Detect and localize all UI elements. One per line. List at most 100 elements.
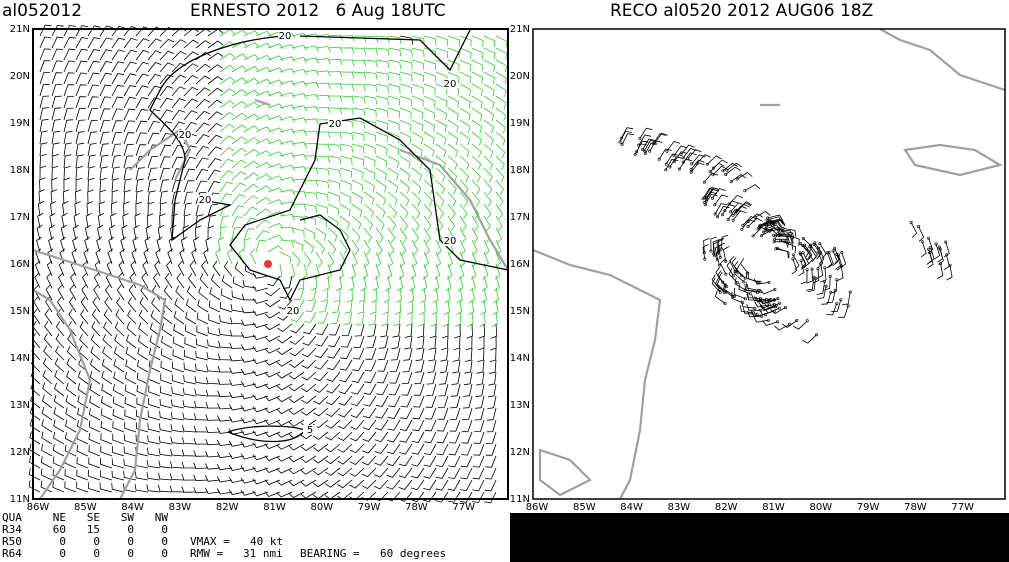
obs-point [801,251,805,255]
wind-barb [179,248,185,265]
wind-barb [195,145,210,157]
wind-barb [63,96,74,109]
obs-point [731,213,735,217]
obs-point [724,272,728,276]
wind-barb [315,335,329,347]
lon-label: 81W [762,502,785,513]
obs-point [735,177,739,181]
wind-barb [327,203,340,216]
table-cell: 0 [161,535,168,548]
wind-barb [375,95,389,106]
wind-barb [126,322,137,337]
wind-barb [160,348,173,361]
wind-barb [399,227,408,244]
obs-point [664,162,668,166]
wind-barb [207,123,223,133]
wind-barb [159,213,166,229]
wind-barb [241,293,257,301]
wind-barb [279,140,296,147]
table-cell: 0 [59,535,66,548]
wind-barb [111,143,122,157]
wind-barb [232,276,245,289]
wind-barb [243,160,260,169]
wind-barb [642,138,655,150]
wind-barb [414,371,425,385]
wind-barb [337,467,353,477]
wind-barb [276,455,293,462]
wind-barb [389,359,401,372]
wind-barb [147,167,158,181]
wind-barb [184,337,197,349]
lat-label: 12N [10,447,30,458]
wind-barb [147,50,162,61]
wind-barb [125,346,137,361]
wind-barb [355,311,365,326]
wind-barb [459,71,472,84]
wind-barb [411,251,418,268]
wind-barb [51,60,63,73]
wind-barb [728,194,744,205]
wind-barb [447,59,460,71]
wind-barb [104,296,113,313]
wind-barb [690,159,705,170]
wind-barb [88,420,101,433]
wind-barb [205,377,221,385]
wind-barb [182,400,197,409]
wind-barb [60,236,67,253]
wind-barb [762,298,779,304]
wind-barb [243,125,260,133]
wind-barb [53,407,65,421]
wind-barb [123,96,136,109]
wind-barb [746,284,761,293]
wind-barb [288,383,305,392]
wind-barb [339,95,354,103]
wind-barb [205,401,221,409]
wind-barb [339,143,353,153]
wind-barb [386,479,401,490]
wind-barb [483,215,491,232]
wind-barb [338,395,353,406]
storm-id: al052012 [2,1,82,21]
wind-barb [230,304,245,313]
wind-barb [252,394,269,401]
wind-barb [426,371,437,385]
wind-barb [821,292,832,305]
wind-barb [730,174,747,183]
wind-barb [193,474,209,482]
wind-barb [231,182,247,193]
wind-barb [401,383,413,396]
wind-barb [351,227,361,243]
wind-barb [387,215,397,231]
wind-barb [374,467,389,478]
wind-barb [181,473,197,481]
wind-barb [462,395,473,409]
wind-barb [101,358,113,373]
wind-barb [682,152,697,163]
wind-barb [300,479,317,487]
wind-barb [459,215,467,232]
table-cell: NE [53,511,66,524]
coastline [879,28,1006,92]
rmw-label: RMW = [190,547,223,560]
wind-barb [135,85,149,97]
wind-barb [111,84,124,97]
wind-barb [56,308,65,325]
wind-barb [351,71,366,80]
wind-barb [29,418,41,433]
wind-barb [112,408,125,421]
wind-barb [111,61,125,73]
wind-barb [435,467,449,479]
table-cell: QUA [2,511,22,524]
wind-barb [436,431,449,444]
wind-barb [124,409,137,421]
wind-barb [217,365,232,373]
wind-barb [471,83,483,97]
wind-barb [691,154,706,165]
wind-barb [495,215,503,232]
wind-barb [39,165,47,181]
wind-barb [159,50,175,61]
wind-barb [386,443,401,455]
wind-barb [327,239,337,255]
wind-barb [301,395,317,404]
